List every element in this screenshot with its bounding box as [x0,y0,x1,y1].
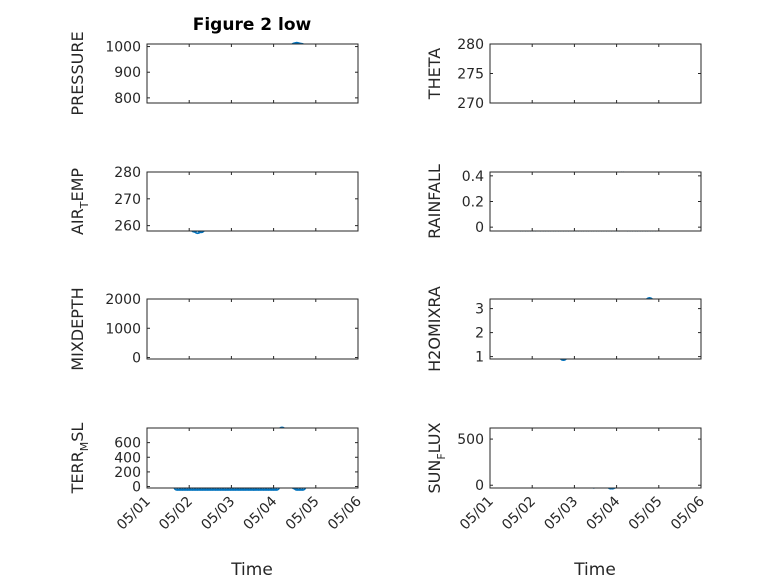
x-tick-label: 05/06 [668,493,708,533]
axes-frame [146,298,359,360]
x-tick-label: 05/04 [584,493,624,533]
y-tick-label: 270 [114,192,141,208]
x-tick-label: 05/06 [325,493,365,533]
axes-frame [489,427,702,489]
y-tick-label: 0 [475,220,484,236]
y-tick-label: 1 [475,350,484,366]
y-tick-label: 500 [457,432,484,448]
axes-frame [489,43,702,104]
x-tick-label: 05/02 [499,494,539,534]
y-tick-label: 2 [475,326,484,342]
x-axis-label-right: Time [573,560,616,580]
y-tick-label: 0 [475,478,484,494]
axes-frame [146,171,359,232]
x-tick-label: 05/01 [114,494,154,534]
axes-frame [489,298,702,360]
y-axis-label: SUNFLUX [425,422,448,493]
y-tick-label: 0 [132,351,141,367]
x-tick-label: 05/03 [541,494,581,534]
y-tick-label: 800 [114,91,141,107]
axes-3: 260 270 280 AIRTEMP [68,165,359,235]
axes-7: 05/01 05/02 05/03 05/04 05/05 05/06 0200400600… [68,423,365,534]
axes-frame [489,171,702,232]
y-axis-label: MIXDEPTH [68,287,87,370]
y-tick-label: 280 [457,37,484,53]
axes-4: 0 0.2 0.4 RAINFALL [425,164,702,239]
y-tick-label: 200 [114,465,141,481]
x-tick-label: 05/04 [241,493,281,533]
y-tick-label: 1000 [105,321,141,337]
y-tick-label: 900 [114,65,141,81]
x-tick-label: 05/05 [626,494,666,534]
x-tick-label: 05/01 [457,494,497,534]
y-axis-label: H2OMIXRA [425,286,444,372]
y-axis-label: THETA [425,48,444,100]
axes-frame [146,427,359,489]
axes-frame [146,43,359,104]
y-tick-label: 260 [114,219,141,235]
y-tick-label: 0.2 [462,195,484,211]
y-tick-label: 275 [457,67,484,83]
y-axis-label: AIRTEMP [68,168,91,235]
x-tick-label: 05/05 [283,494,323,534]
y-axis-label: RAINFALL [425,164,444,239]
y-tick-label: 2000 [105,292,141,308]
y-axis-label: PRESSURE [68,31,87,115]
y-tick-label: 3 [475,302,484,318]
axes-8: 05/01 05/02 05/03 05/04 05/05 05/06 0 500 SUNFLU… [425,422,708,533]
y-tick-label: 600 [114,436,141,452]
y-tick-label: 0.4 [462,169,484,185]
x-tick-label: 05/03 [198,494,238,534]
axes-2: 270 275 280 THETA [425,37,702,112]
axes-6: 1 2 3 H2OMIXRA [425,286,702,372]
axes-5: 0 1000 2000 MIXDEPTH [68,287,359,371]
axes-1: 800 900 1000 PRESSURE [68,31,359,116]
figure-title: Figure 2 low [193,15,312,35]
y-tick-label: 280 [114,165,141,181]
y-tick-label: 400 [114,450,141,466]
y-axis-label: TERRMSL [68,423,91,495]
y-tick-label: 0 [132,480,141,496]
y-tick-label: 270 [457,96,484,112]
y-tick-label: 1000 [105,40,141,56]
x-tick-label: 05/02 [156,494,196,534]
x-axis-label-left: Time [230,560,273,580]
